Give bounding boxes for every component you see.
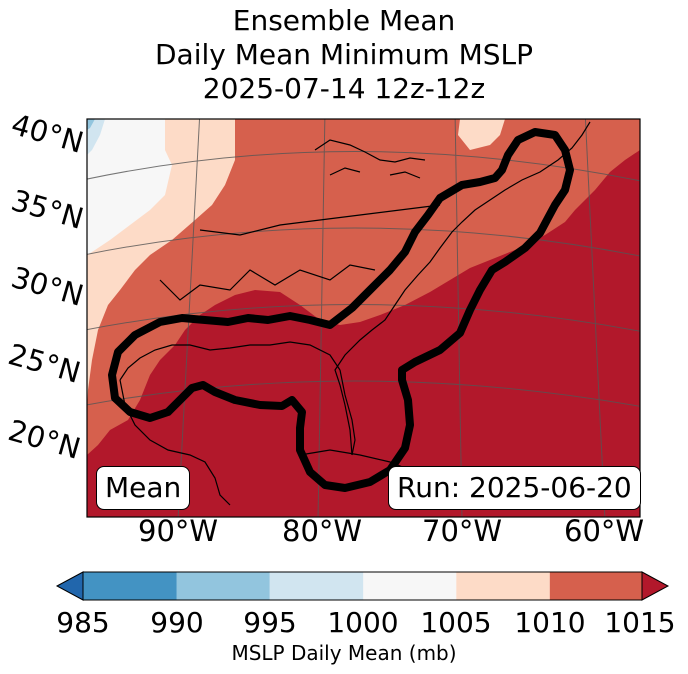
fill-1005-1010 (87, 119, 505, 410)
lon-label-90w: 90°W (138, 514, 219, 548)
great-lakes (314, 139, 426, 179)
map-frame (86, 118, 641, 518)
title-line-3: 2025-07-14 12z-12z (202, 72, 486, 105)
gridline-lon-60 (584, 119, 606, 517)
state-borders (159, 204, 441, 301)
fill-990-995 (87, 119, 95, 130)
mean-label-box: Mean (96, 466, 191, 510)
us-east-coast (334, 121, 591, 456)
fill-1010-1015 (87, 119, 640, 455)
colorbar-extend-low (55, 571, 84, 601)
colorbar-bin-1005-1010 (456, 572, 550, 600)
fill-1000-1005 (87, 119, 172, 255)
gridline-lon-70 (454, 119, 463, 517)
colorbar-bin-1010-1015 (549, 572, 642, 600)
lon-label-80w: 80°W (282, 514, 363, 548)
title-line-1: Ensemble Mean (232, 4, 456, 37)
title-line-2: Daily Mean Minimum MSLP (154, 38, 533, 71)
gridline-lat-20 (87, 380, 640, 407)
colorbar-label: MSLP Daily Mean (mb) (231, 641, 457, 665)
colorbar-tick-985: 985 (56, 606, 110, 639)
colorbar-tick-1005: 1005 (420, 606, 492, 639)
lon-label-70w: 70°W (422, 514, 503, 548)
colorbar-tick-990: 990 (150, 606, 204, 639)
colorbar-tick-1010: 1010 (514, 606, 586, 639)
colorbar-bin-1000-1005 (363, 572, 457, 600)
colorbar-extend-high (641, 571, 670, 601)
gridline-lat-40 (60, 75, 660, 110)
black-contour (108, 128, 574, 492)
colorbar-bin-995-1000 (269, 572, 364, 600)
gulf-coast (119, 341, 341, 381)
colorbar-tick-1015: 1015 (604, 606, 676, 639)
colorbar (55, 571, 670, 601)
colorbar-bin-990-995 (176, 572, 270, 600)
fill-995-1000 (87, 119, 105, 155)
colorbar-tick-995: 995 (243, 606, 297, 639)
colorbar-tick-1000: 1000 (327, 606, 399, 639)
colorbar-bin-985-990 (83, 572, 177, 600)
chart-title: Ensemble Mean Daily Mean Minimum MSLP 20… (0, 4, 688, 106)
run-date-box: Run: 2025-06-20 (388, 466, 641, 510)
gridline-lat-30 (87, 227, 640, 257)
florida (339, 369, 356, 456)
lon-label-60w: 60°W (564, 514, 645, 548)
colorbar-frame (82, 571, 643, 601)
